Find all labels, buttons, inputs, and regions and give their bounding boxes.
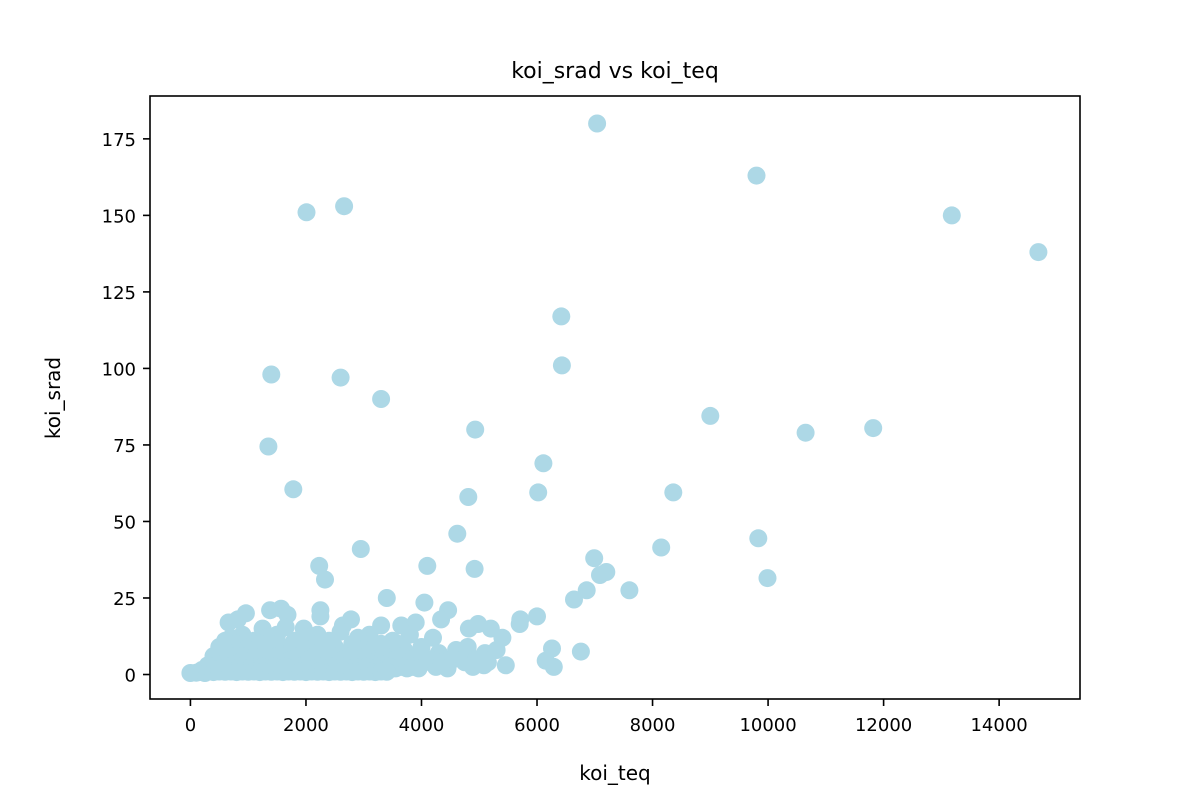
data-point (796, 423, 815, 442)
data-point (297, 203, 316, 222)
data-point (331, 368, 350, 387)
data-point (544, 657, 563, 676)
data-point (377, 589, 396, 607)
data-point (591, 566, 609, 584)
y-tick-label: 50 (113, 512, 136, 533)
x-tick-label: 6000 (514, 715, 560, 736)
data-point (262, 365, 281, 384)
x-tick-label: 0 (185, 715, 196, 736)
data-points (181, 114, 1048, 682)
data-point (377, 662, 396, 681)
y-tick-label: 100 (102, 359, 136, 380)
data-point (448, 524, 467, 543)
data-point (652, 538, 671, 557)
data-point (758, 569, 777, 588)
data-point (409, 659, 428, 678)
data-point (351, 540, 370, 558)
x-tick-label: 8000 (630, 715, 676, 736)
data-point (459, 488, 478, 506)
x-tick-label: 14000 (970, 715, 1027, 736)
chart-title: koi_srad vs koi_teq (511, 59, 719, 84)
data-point (942, 206, 961, 225)
x-tick-label: 10000 (739, 715, 796, 736)
data-point (701, 406, 720, 425)
x-tick-label: 2000 (283, 715, 329, 736)
x-tick-label: 12000 (855, 715, 912, 736)
data-point (585, 549, 604, 568)
data-point (620, 581, 639, 600)
data-point (466, 420, 485, 439)
data-point (335, 197, 354, 216)
data-point (552, 307, 571, 326)
data-point (284, 480, 303, 499)
data-point (510, 615, 529, 633)
data-point (259, 437, 278, 456)
data-point (1029, 243, 1048, 262)
y-tick-label: 175 (102, 130, 136, 151)
data-point (316, 570, 334, 589)
y-tick-label: 150 (102, 206, 136, 227)
data-point (552, 356, 571, 375)
plot-frame (149, 95, 1081, 700)
y-axis-ticks: 0 25 50 75 100 125 150 175 (102, 130, 150, 687)
data-point (372, 390, 391, 408)
y-tick-label: 75 (113, 436, 136, 457)
data-point (465, 559, 484, 578)
data-point (528, 607, 546, 626)
data-point (478, 653, 497, 672)
data-point (496, 656, 515, 675)
data-point (577, 581, 596, 600)
data-point (311, 607, 330, 626)
data-point (534, 454, 553, 473)
data-point (747, 166, 766, 185)
data-point (749, 529, 768, 548)
x-tick-label: 4000 (399, 715, 445, 736)
data-point (310, 556, 329, 575)
x-axis-label: koi_teq (579, 761, 651, 785)
data-point (588, 114, 607, 133)
y-tick-label: 125 (102, 283, 136, 304)
y-tick-label: 0 (125, 666, 136, 687)
data-point (432, 610, 451, 629)
y-axis-label: koi_srad (41, 357, 65, 439)
data-point (219, 613, 238, 632)
data-point (459, 619, 478, 638)
data-point (415, 593, 434, 612)
data-point (418, 556, 437, 575)
data-point (529, 483, 548, 502)
data-point (571, 642, 590, 661)
y-tick-label: 25 (113, 589, 136, 610)
data-point (664, 483, 683, 502)
data-point (864, 419, 883, 438)
x-axis-ticks: 0 2000 4000 6000 8000 10000 12000 14000 (185, 699, 1028, 736)
data-point (565, 590, 583, 609)
